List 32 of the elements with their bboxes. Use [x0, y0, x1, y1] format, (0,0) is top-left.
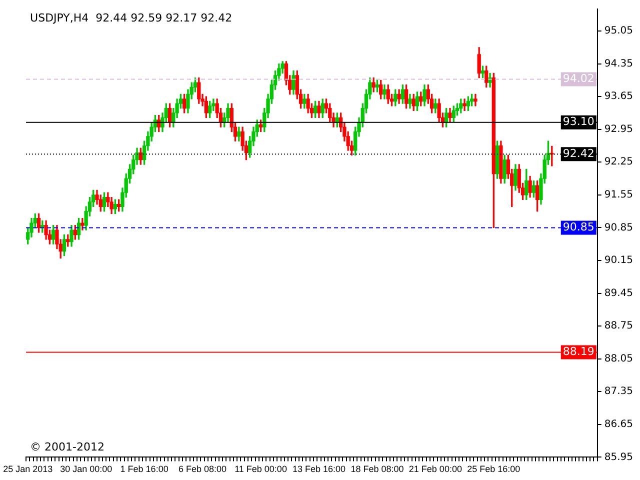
ref-line-label: 92.42	[562, 147, 594, 160]
y-tick-label: 90.85	[604, 222, 634, 234]
ref-line-label: 90.85	[562, 220, 594, 234]
y-tick-label: 88.75	[604, 320, 634, 332]
y-tick-label: 86.65	[604, 419, 634, 430]
candlestick	[474, 94, 478, 106]
ref-line-label: 88.19	[562, 345, 594, 358]
x-tick-label: 13 Feb 16:00	[292, 464, 346, 474]
y-tick-label: 92.95	[604, 124, 634, 135]
chart-title: USDJPY,H4 92.44 92.59 92.17 92.42	[30, 11, 232, 24]
x-tick-label: 30 Jan 00:00	[60, 464, 112, 474]
x-tick-label: 11 Feb 00:00	[234, 464, 287, 474]
x-tick-label: 21 Feb 00:00	[408, 464, 462, 474]
y-tick-label: 93.65	[604, 91, 634, 102]
ref-line-label: 94.02	[562, 72, 594, 86]
y-tick-label: 92.25	[604, 156, 634, 168]
x-tick-label: 6 Feb 08:00	[178, 464, 227, 474]
x-tick-label: 25 Jan 2013	[3, 464, 53, 474]
annotation: © 2001-2012	[30, 440, 105, 454]
y-tick-label: 91.55	[604, 190, 634, 201]
y-tick-label: 89.45	[604, 288, 634, 299]
y-tick-label: 94.35	[604, 58, 634, 70]
y-tick-label: 90.15	[604, 255, 634, 266]
y-tick-label: 95.05	[604, 26, 634, 37]
candlestick	[462, 98, 466, 111]
ref-line-label: 93.10	[562, 115, 594, 128]
x-tick-label: 18 Feb 08:00	[350, 464, 404, 474]
y-tick-label: 88.05	[604, 353, 634, 364]
x-tick-label: 1 Feb 16:00	[120, 464, 168, 474]
y-tick-label: 85.95	[604, 452, 634, 463]
y-tick-label: 87.35	[604, 386, 634, 398]
x-tick-label: 25 Feb 16:00	[467, 464, 520, 474]
